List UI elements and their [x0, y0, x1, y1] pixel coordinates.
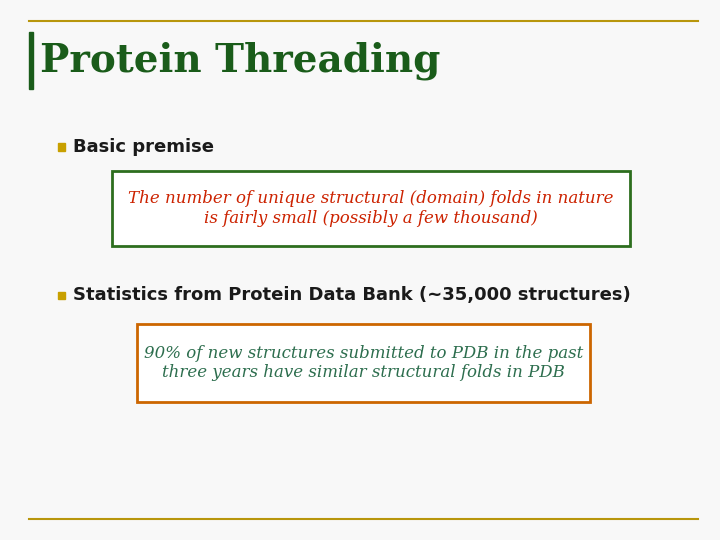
- Text: 90% of new structures submitted to PDB in the past
three years have similar stru: 90% of new structures submitted to PDB i…: [144, 345, 583, 381]
- Text: The number of unique structural (domain) folds in nature
is fairly small (possib: The number of unique structural (domain)…: [128, 190, 613, 227]
- Bar: [58, 143, 65, 151]
- Text: Statistics from Protein Data Bank (~35,000 structures): Statistics from Protein Data Bank (~35,0…: [73, 286, 631, 305]
- Text: Protein Threading: Protein Threading: [40, 41, 440, 80]
- Bar: [58, 292, 65, 299]
- FancyBboxPatch shape: [137, 324, 590, 402]
- FancyBboxPatch shape: [112, 171, 630, 246]
- Bar: [29, 32, 33, 89]
- Text: Basic premise: Basic premise: [73, 138, 215, 156]
